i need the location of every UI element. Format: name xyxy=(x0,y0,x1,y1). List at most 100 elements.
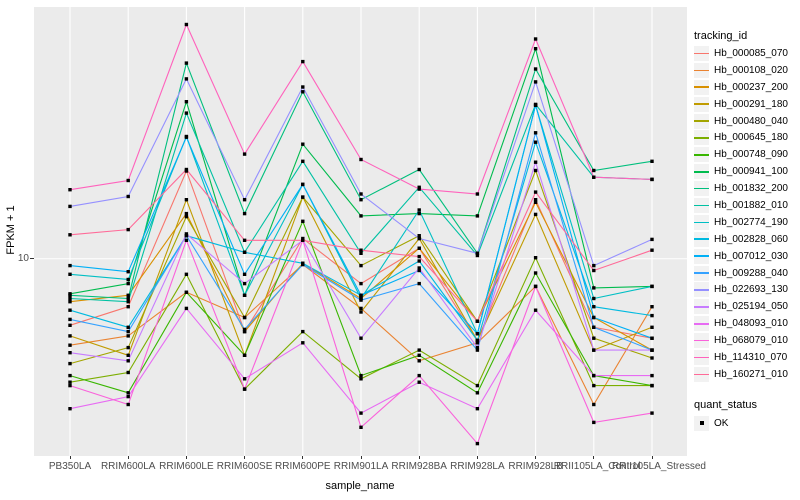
legend-key xyxy=(694,366,709,382)
legend-key xyxy=(694,62,709,78)
legend-item: Hb_160271_010 xyxy=(694,366,788,383)
legend-key xyxy=(694,45,709,61)
series-line-icon xyxy=(694,52,709,55)
legend-key xyxy=(694,248,709,264)
x-tick-label: RRIM600PE xyxy=(275,461,331,472)
legend-item-label: Hb_025194_050 xyxy=(714,301,788,313)
legend-item: Hb_000085_070 xyxy=(694,45,788,62)
legend-item-label: Hb_022693_130 xyxy=(714,284,788,296)
legend-item-label: Hb_000291_180 xyxy=(714,98,788,110)
y-tick-label: 10 xyxy=(17,253,29,264)
legend-item-label: OK xyxy=(714,417,729,429)
series-line-icon xyxy=(694,272,709,274)
legend-item-label: Hb_009288_040 xyxy=(714,267,788,279)
series-line-icon xyxy=(694,86,709,89)
quant-status-legend-title: quant_status xyxy=(694,399,757,411)
series-line-icon xyxy=(694,305,709,308)
legend-key xyxy=(694,231,709,247)
series-line-icon xyxy=(694,120,709,122)
legend-item: Hb_002774_190 xyxy=(694,214,788,231)
plot-panel xyxy=(34,7,687,456)
legend-item-label: Hb_068079_010 xyxy=(714,335,788,347)
series-line-icon xyxy=(694,137,709,139)
x-tick-label: RRIM928LB xyxy=(508,461,563,472)
legend-item-label: Hb_002828_060 xyxy=(714,233,788,245)
legend-item-label: Hb_160271_010 xyxy=(714,368,788,380)
legend-key xyxy=(694,181,709,197)
legend-item-label: Hb_000748_090 xyxy=(714,149,788,161)
legend-item: Hb_000645_180 xyxy=(694,129,788,146)
series-line-icon xyxy=(694,356,709,359)
quant-status-legend-rows: OK xyxy=(694,415,728,432)
series-line-icon xyxy=(694,170,709,173)
x-tick-mark xyxy=(302,456,304,459)
tracking-id-legend-title: tracking_id xyxy=(694,30,748,42)
legend-item: Hb_009288_040 xyxy=(694,265,788,282)
legend-item-label: Hb_002774_190 xyxy=(714,216,788,228)
x-axis-title: sample_name xyxy=(325,480,395,492)
x-tick-label: RRIM600SE xyxy=(216,461,273,472)
legend-key xyxy=(694,265,709,281)
series-line-icon xyxy=(694,255,709,257)
x-tick-mark xyxy=(535,456,537,459)
series-line-icon xyxy=(694,322,709,325)
legend-item: Hb_002828_060 xyxy=(694,231,788,248)
legend-item-label: Hb_000645_180 xyxy=(714,132,788,144)
data-point-markers xyxy=(68,22,654,446)
legend-key xyxy=(694,282,709,298)
legend-item: OK xyxy=(694,415,728,432)
series-line-icon xyxy=(694,289,709,291)
x-tick-mark xyxy=(593,456,595,459)
legend-item: Hb_022693_130 xyxy=(694,281,788,298)
legend-key xyxy=(694,130,709,146)
legend-item: Hb_114310_070 xyxy=(694,349,788,366)
series-line-icon xyxy=(694,153,709,156)
series-line-icon xyxy=(694,204,709,207)
x-tick-label: RRIM928LA xyxy=(450,461,505,472)
legend-item: Hb_001832_200 xyxy=(694,180,788,197)
legend-key xyxy=(694,415,709,431)
x-tick-mark xyxy=(418,456,420,459)
legend-key xyxy=(694,147,709,163)
x-tick-label: RRIM600LE xyxy=(159,461,214,472)
legend-item-label: Hb_114310_070 xyxy=(714,351,788,363)
legend-item-label: Hb_007012_030 xyxy=(714,250,788,262)
x-tick-label: RRII105LA_Control xyxy=(553,461,641,472)
x-tick-label: PB350LA xyxy=(48,461,92,472)
x-tick-label: RRII105LA_Stressed xyxy=(612,461,706,472)
legend-key xyxy=(694,333,709,349)
legend-key xyxy=(694,316,709,332)
legend-key xyxy=(694,113,709,129)
x-tick-mark xyxy=(185,456,187,459)
y-tick-mark xyxy=(30,258,34,260)
x-tick-mark xyxy=(651,456,653,459)
legend-key xyxy=(694,164,709,180)
legend-item: Hb_000748_090 xyxy=(694,146,788,163)
legend-key xyxy=(694,79,709,95)
series-line-icon xyxy=(694,373,709,376)
legend-item: Hb_068079_010 xyxy=(694,332,788,349)
legend-item: Hb_048093_010 xyxy=(694,315,788,332)
x-tick-mark xyxy=(127,456,129,459)
legend-item-label: Hb_001882_010 xyxy=(714,199,788,211)
legend-item-label: Hb_000108_020 xyxy=(714,64,788,76)
series-line-icon xyxy=(694,187,709,190)
legend-item: Hb_000480_040 xyxy=(694,113,788,130)
tracking-id-legend-rows: Hb_000085_070 Hb_000108_020 Hb_000237_200 H… xyxy=(694,45,788,383)
legend-key xyxy=(694,349,709,365)
legend-item-label: Hb_048093_010 xyxy=(714,318,788,330)
legend-item: Hb_000237_200 xyxy=(694,79,788,96)
legend-item-label: Hb_000480_040 xyxy=(714,115,788,127)
legend-item: Hb_000291_180 xyxy=(694,96,788,113)
x-tick-mark xyxy=(244,456,246,459)
series-line-icon xyxy=(694,339,709,342)
gridlines xyxy=(34,7,687,456)
legend-item-label: Hb_000941_100 xyxy=(714,166,788,178)
x-tick-label: RRIM901LA xyxy=(333,461,389,472)
black-square-marker-icon xyxy=(699,421,704,426)
x-tick-mark xyxy=(69,456,71,459)
series-line-icon xyxy=(694,238,709,241)
x-tick-label: RRIM600LA xyxy=(100,461,156,472)
legend-item: Hb_000941_100 xyxy=(694,163,788,180)
